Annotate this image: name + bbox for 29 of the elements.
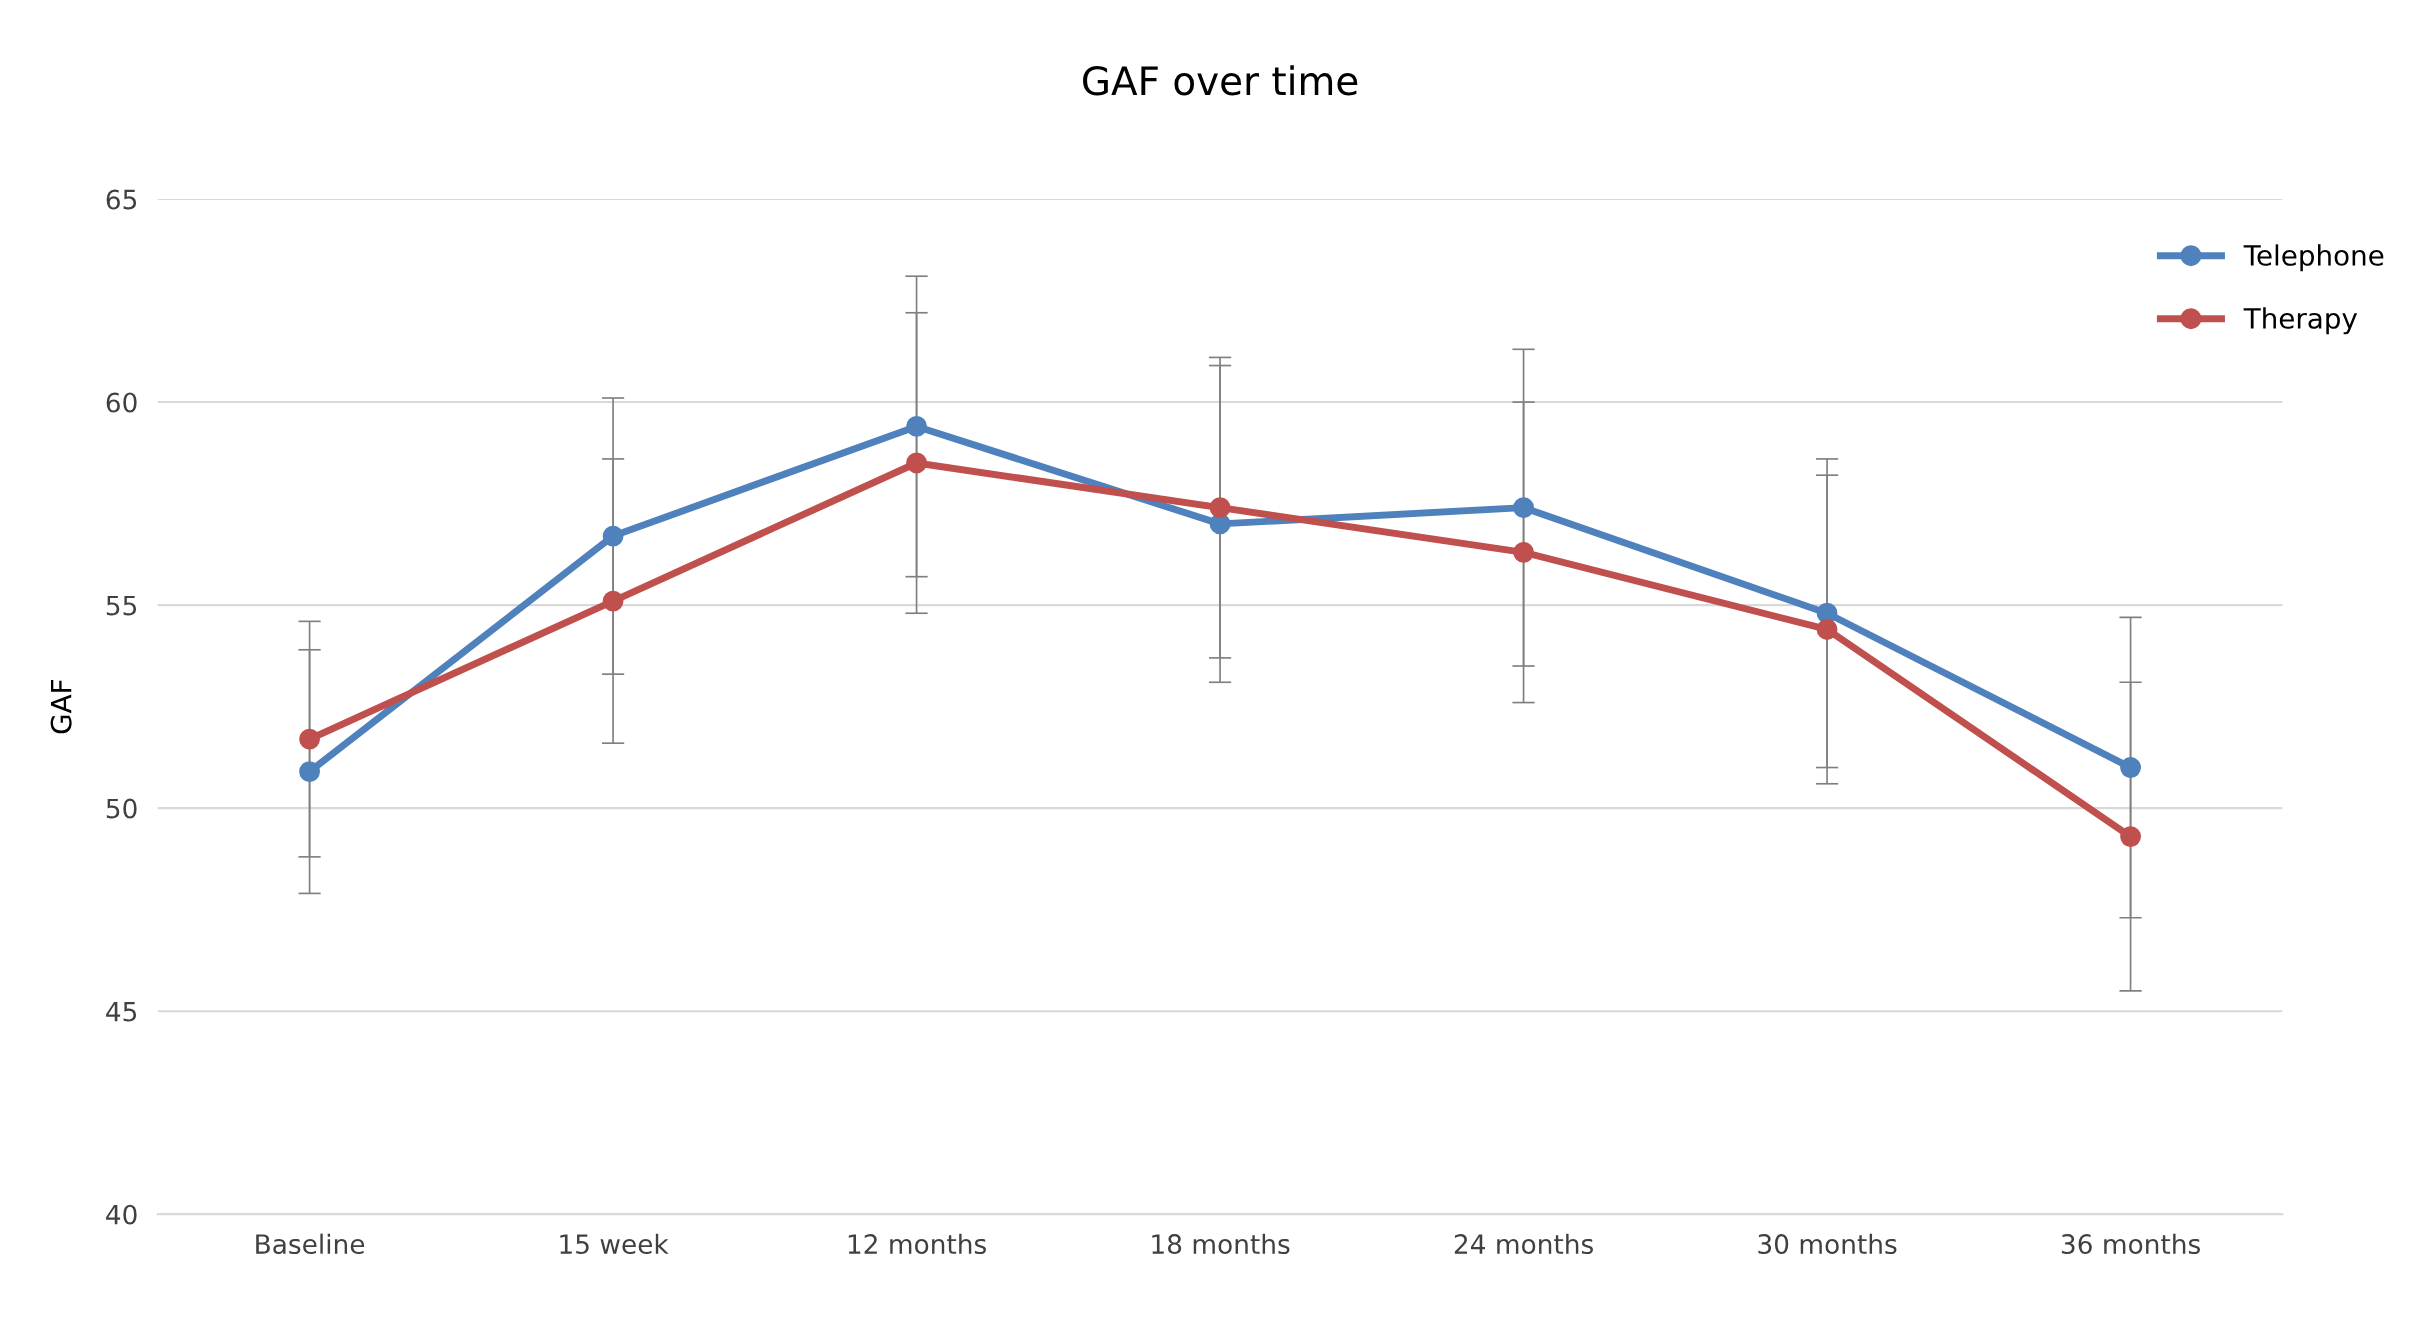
point	[1209, 497, 1231, 519]
y-tick-label: 50	[106, 798, 137, 819]
point	[299, 761, 320, 783]
point	[1816, 619, 1838, 640]
x-tick-label: 15 week	[560, 1233, 669, 1255]
x-tick-label: 24 months	[1454, 1233, 1593, 1255]
x-tick-label: 36 months	[2061, 1233, 2200, 1255]
point	[602, 525, 624, 547]
point	[1513, 497, 1534, 519]
point	[2120, 826, 2141, 847]
point	[906, 452, 927, 474]
point	[299, 728, 320, 750]
x-tick-label: 12 months	[848, 1233, 986, 1255]
y-tick-label: 60	[106, 392, 137, 413]
chart-title: GAF over time	[1083, 65, 1358, 96]
y-tick-label: 45	[106, 1001, 137, 1022]
x-tick-label: Baseline	[256, 1233, 365, 1255]
x-tick-label: 18 months	[1152, 1233, 1290, 1255]
y-axis-title: GAF	[50, 679, 72, 734]
y-tick-label: 55	[106, 595, 137, 616]
point	[1513, 541, 1534, 563]
point	[602, 590, 624, 612]
y-tick-label: 65	[106, 189, 137, 210]
point	[2120, 757, 2141, 778]
x-tick-label: 30 months	[1758, 1233, 1897, 1255]
legend-label: Therapy	[2243, 307, 2358, 335]
point	[906, 416, 927, 437]
legend-label: Telephone	[2243, 244, 2384, 272]
y-tick-label: 40	[106, 1204, 137, 1225]
